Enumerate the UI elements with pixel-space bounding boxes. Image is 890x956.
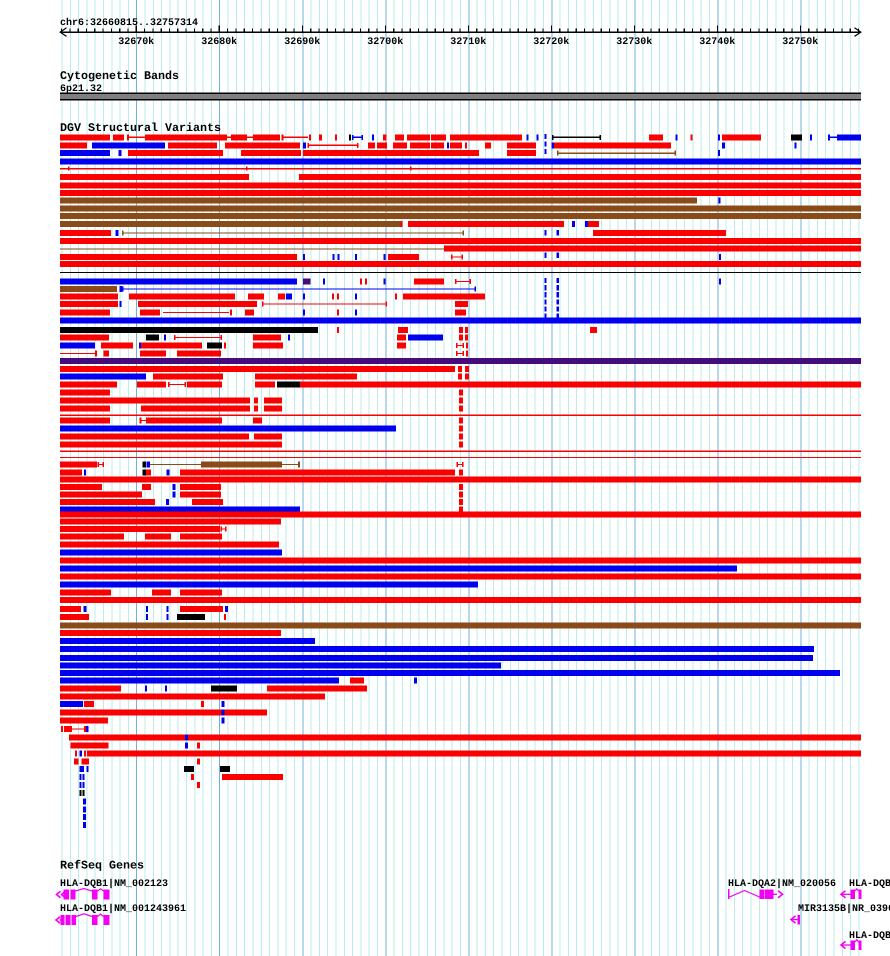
svg-text:32750k: 32750k <box>782 36 818 48</box>
svg-text:32720k: 32720k <box>533 36 569 48</box>
svg-text:HLA-DQB1|NM_002123: HLA-DQB1|NM_002123 <box>60 878 168 890</box>
svg-text:32740k: 32740k <box>699 36 735 48</box>
svg-text:HLA-DQA2|NM_020056: HLA-DQA2|NM_020056 <box>728 878 836 890</box>
svg-text:RefSeq Genes: RefSeq Genes <box>60 859 144 873</box>
svg-text:32680k: 32680k <box>201 36 237 48</box>
svg-text:32730k: 32730k <box>616 36 652 48</box>
svg-text:DGV Structural Variants: DGV Structural Variants <box>60 121 221 135</box>
svg-text:HLA-DQB2|NM_: HLA-DQB2|NM_ <box>849 930 890 942</box>
svg-text:chr6:32660815..32757314: chr6:32660815..32757314 <box>60 17 198 29</box>
svg-text:6p21.32: 6p21.32 <box>60 84 102 95</box>
svg-text:Cytogenetic Bands: Cytogenetic Bands <box>60 69 179 83</box>
svg-text:32700k: 32700k <box>367 36 403 48</box>
svg-text:HLA-DQB2|NM_: HLA-DQB2|NM_ <box>849 878 890 890</box>
svg-text:32710k: 32710k <box>450 36 486 48</box>
svg-text:HLA-DQB1|NM_001243961: HLA-DQB1|NM_001243961 <box>60 903 186 915</box>
svg-text:32670k: 32670k <box>118 36 154 48</box>
svg-text:32690k: 32690k <box>284 36 320 48</box>
svg-text:MIR3135B|NR_0396: MIR3135B|NR_0396 <box>798 903 890 915</box>
